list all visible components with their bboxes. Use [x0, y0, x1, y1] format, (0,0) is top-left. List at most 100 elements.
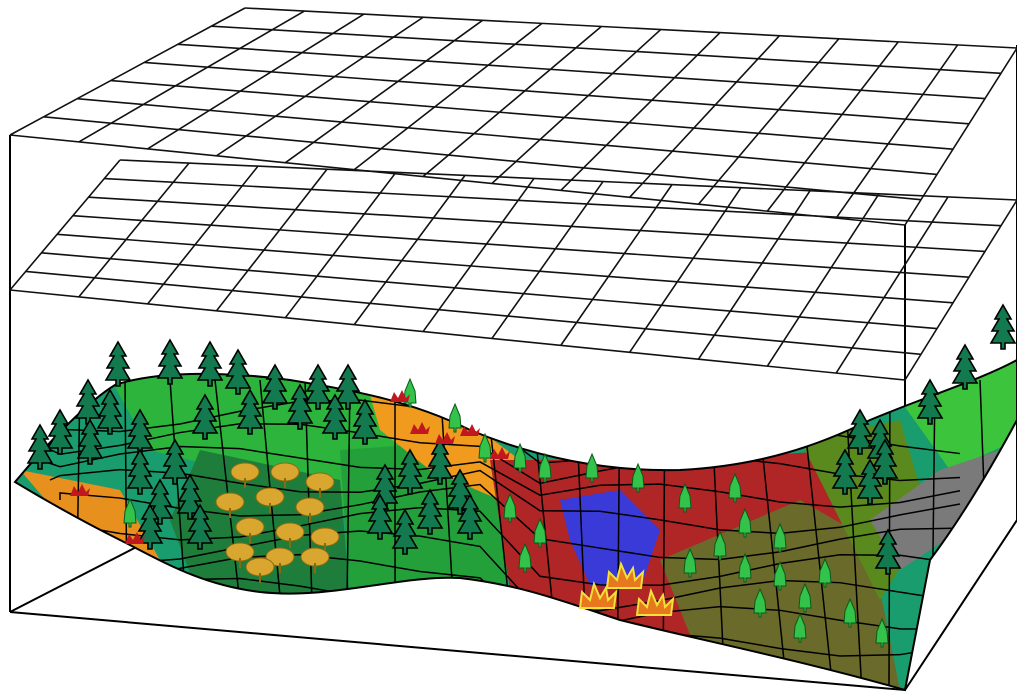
sapling-shape [738, 552, 752, 583]
grid-line [9, 289, 906, 381]
grid-line [41, 252, 938, 330]
region-light-green [900, 360, 1017, 470]
conifer-shape [26, 423, 54, 470]
sapling-shape [793, 612, 807, 643]
grid-line [560, 32, 721, 191]
conifer-shape [391, 508, 419, 555]
deciduous-tree [300, 547, 330, 573]
conifer-shape [951, 343, 979, 390]
conifer [26, 423, 54, 470]
sapling [728, 472, 742, 503]
grid-line [835, 44, 959, 219]
grid-line [422, 177, 535, 333]
sapling [843, 597, 857, 628]
terrain-outline [13, 358, 1017, 692]
grid-line [353, 174, 466, 326]
conifer [261, 363, 289, 410]
sapling-shape [585, 452, 599, 483]
sapling-shape [678, 482, 692, 513]
sapling-shape [503, 492, 517, 523]
conifer [191, 393, 219, 440]
conifer [396, 448, 424, 495]
conifer-shape [191, 393, 219, 440]
conifer-shape [196, 340, 224, 387]
sapling-shape [478, 432, 492, 463]
deciduous-tree [305, 472, 335, 498]
sapling-shape [738, 507, 752, 538]
contour-line [39, 445, 961, 508]
conifer-shape [351, 398, 379, 445]
conifer-shape [46, 408, 74, 455]
sapling [448, 402, 462, 433]
conifer-shape [224, 348, 252, 395]
grid-line [77, 97, 938, 176]
conifer [196, 340, 224, 387]
sapling [753, 587, 767, 618]
sapling-shape [123, 497, 137, 528]
grid-line [353, 22, 543, 171]
region-blue [560, 490, 660, 590]
conifer [351, 398, 379, 445]
sapling [793, 612, 807, 643]
grid-line [766, 193, 880, 367]
sapling-shape [773, 560, 787, 591]
sapling-shape [753, 587, 767, 618]
conifer-shape [96, 388, 124, 435]
grid-line [560, 184, 673, 346]
burn-mark [490, 447, 510, 459]
deciduous-tree [270, 462, 300, 488]
sapling-shape [713, 530, 727, 561]
deciduous-tree [235, 517, 265, 543]
conifer-shape [989, 303, 1017, 350]
burn-mark [125, 532, 145, 544]
sapling [478, 432, 492, 463]
conifer-shape [286, 383, 314, 430]
grid-line [215, 168, 328, 312]
conifer-shape [334, 363, 362, 410]
sapling-shape [518, 542, 532, 573]
conifer [96, 388, 124, 435]
grid-line [144, 61, 970, 125]
grid-line [284, 171, 397, 319]
grid-line [88, 196, 986, 253]
grid-line [147, 165, 259, 305]
conifer [236, 388, 264, 435]
conifer-shape [456, 493, 484, 540]
grid-line [491, 181, 604, 339]
grid-line [835, 196, 949, 374]
sapling-shape [403, 377, 417, 408]
conifer-shape [856, 458, 884, 505]
deciduous-tree [265, 547, 295, 573]
sapling [738, 552, 752, 583]
fire-shape [578, 580, 618, 609]
fire [578, 580, 618, 609]
grid-line [9, 7, 246, 136]
conifer-shape [871, 438, 899, 485]
burn-mark [460, 424, 480, 436]
conifer-shape [874, 528, 902, 575]
deciduous-tree [295, 497, 325, 523]
sapling [538, 452, 552, 483]
grid-planes [9, 7, 1017, 381]
deciduous-tree [225, 542, 255, 568]
conifer [856, 458, 884, 505]
fire-shape [635, 587, 675, 616]
sapling [738, 507, 752, 538]
conifer-shape [74, 378, 102, 425]
fire [605, 560, 645, 589]
conifer [176, 473, 204, 520]
sapling-shape [683, 547, 697, 578]
grid-line [216, 16, 424, 157]
grid-line [25, 270, 922, 356]
deciduous-tree [255, 487, 285, 513]
conifer-shape [261, 363, 289, 410]
grid-line [43, 116, 922, 201]
grid-line [628, 187, 742, 353]
sapling [533, 517, 547, 548]
deciduous-tree [230, 462, 260, 488]
grid-line [904, 199, 1017, 381]
burn-mark [410, 422, 430, 434]
grid-line [211, 25, 1002, 75]
conifer [76, 418, 104, 465]
contour-line [844, 379, 863, 690]
